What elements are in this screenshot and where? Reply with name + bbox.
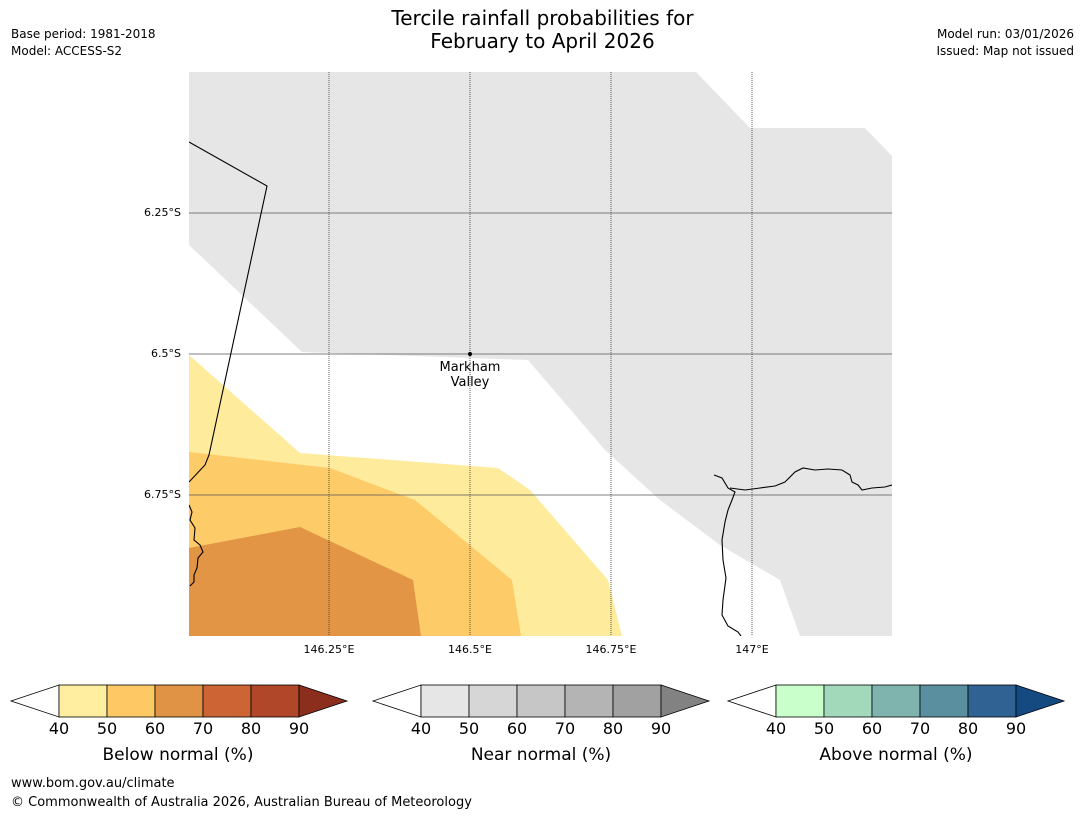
lat-label-6-5s: 6.5°S [151,347,181,360]
colorbar-tick-label: 80 [957,719,979,738]
lon-label-146-25e: 146.25°E [303,643,355,656]
colorbar-below-normal [9,684,349,718]
colorbar-tick-label: 80 [602,719,624,738]
longitude-gridlines [328,72,753,636]
colorbar-segment [823,684,873,718]
colorbar-segment [564,684,614,718]
colorbar-label-below: Below normal (%) [102,745,254,765]
colorbar-tick-label: 60 [861,719,883,738]
colorbar-tick-label: 70 [554,719,576,738]
lat-label-6-75s: 6.75°S [144,488,181,501]
colorbar-label-above: Above normal (%) [819,745,973,765]
colorbars-svg [9,684,1066,718]
colorbar-tick-label: 50 [813,719,835,738]
map-title: Tercile rainfall probabilities for Febru… [0,7,1085,53]
colorbar-tick-label: 40 [410,719,432,738]
colorbar-right-extend [660,684,711,718]
colorbar-left-extend [9,684,60,718]
colorbar-segment [967,684,1017,718]
colorbar-segment [250,684,300,718]
colorbar-near-normal [371,684,711,718]
below-normal-60-70-region [189,527,421,636]
colorbar-right-extend [1015,684,1066,718]
colorbar-tick-label: 50 [96,719,118,738]
header-right: Model run: 03/01/2026 Issued: Map not is… [936,26,1074,60]
place-label: Markham Valley [420,360,520,390]
colorbar-tick-label: 60 [506,719,528,738]
model-run-text: Model run: 03/01/2026 [936,27,1074,41]
coastline-river [729,467,892,491]
colorbar-above-normal [726,684,1066,718]
lat-label-6-25s: 6.25°S [144,206,181,219]
colorbar-tick-label: 90 [288,719,310,738]
colorbar-segment [775,684,825,718]
colorbar-tick-label: 70 [909,719,931,738]
colorbar-tick-label: 80 [240,719,262,738]
title-line-2: February to April 2026 [430,29,655,53]
coastline-east [713,474,742,636]
lon-label-146-5e: 146.5°E [448,643,492,656]
colorbar-tick-label: 40 [48,719,70,738]
colorbar-segment [154,684,204,718]
header-left: Base period: 1981-2018 Model: ACCESS-S2 [11,26,156,60]
colorbar-right-extend [298,684,349,718]
border-line [189,141,268,483]
map-area [189,72,892,636]
colorbar-label-near: Near normal (%) [470,745,612,765]
colorbar-left-extend [726,684,777,718]
colorbar-segment [871,684,921,718]
place-label-line-1: Markham [439,360,501,375]
lon-label-147e: 147°E [735,643,769,656]
colorbar-tick-label: 40 [765,719,787,738]
title-line-1: Tercile rainfall probabilities for [391,6,694,30]
colorbar-segment [468,684,518,718]
footer-copyright: © Commonwealth of Australia 2026, Austra… [11,795,472,810]
place-label-line-2: Valley [450,375,490,390]
colorbar-tick-label: 70 [192,719,214,738]
colorbar-tick-label: 90 [1005,719,1027,738]
coastline-west [189,504,204,587]
colorbar-segment [420,684,470,718]
colorbar-tick-label: 60 [144,719,166,738]
lon-label-146-75e: 146.75°E [585,643,637,656]
colorbar-segment [202,684,252,718]
model-text: Model: ACCESS-S2 [11,44,123,58]
colorbar-left-extend [371,684,422,718]
footer-url-link[interactable]: www.bom.gov.au/climate [11,776,175,791]
colorbar-segment [106,684,156,718]
colorbar-tick-label: 90 [650,719,672,738]
colorbar-tick-label: 50 [458,719,480,738]
latitude-gridlines [189,212,892,496]
colorbar-segment [58,684,108,718]
footer: www.bom.gov.au/climate © Commonwealth of… [11,774,472,812]
place-marker-dot [468,352,472,356]
base-period-text: Base period: 1981-2018 [11,27,156,41]
colorbar-segment [516,684,566,718]
colorbar-segment [919,684,969,718]
colorbar-segment [612,684,662,718]
issued-text: Issued: Map not issued [936,44,1074,58]
